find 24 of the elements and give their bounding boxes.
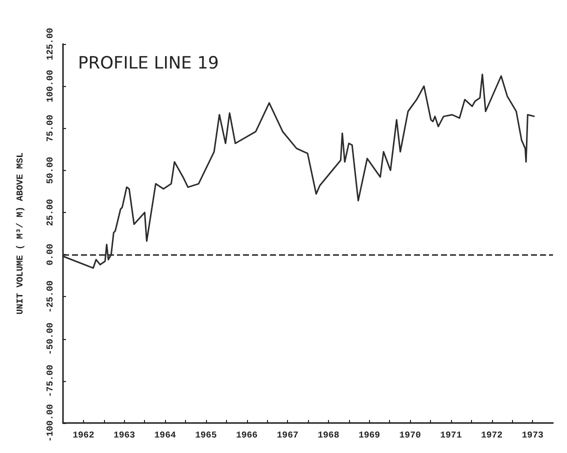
x-tick-label: 1966: [236, 430, 258, 440]
x-tick-label: 1962: [72, 430, 94, 440]
x-tick-label: 1963: [113, 430, 136, 440]
y-tick-label: 0.00: [46, 244, 56, 266]
x-tick-label: 1969: [358, 430, 380, 440]
x-tick-label: 1964: [154, 430, 176, 440]
y-tick-label: -25.00: [46, 280, 56, 313]
x-tick-label: 1968: [318, 430, 340, 440]
x-tick-label: 1973: [522, 430, 544, 440]
y-tick-label: 75.00: [46, 114, 56, 142]
y-tick-label: 100.00: [46, 70, 56, 102]
y-tick-label: -100.00: [46, 404, 56, 442]
y-tick-label: 50.00: [46, 156, 56, 184]
y-tick-label: 25.00: [46, 198, 56, 226]
x-tick-label: 1971: [440, 430, 462, 440]
y-tick-label: 125.00: [46, 28, 56, 60]
x-tick-label: 1972: [480, 430, 503, 440]
text: PROFILE LINE 19: [78, 54, 219, 74]
x-tick-label: 1970: [399, 430, 421, 440]
x-tick-label: 1967: [276, 430, 298, 440]
y-tick-label: -50.00: [46, 322, 56, 355]
y-axis-title: UNIT VOLUME ( M³/ M) ABOVE MSL: [16, 152, 26, 315]
y-tick-label: -75.00: [46, 364, 56, 398]
x-tick-label: 1965: [195, 430, 217, 440]
